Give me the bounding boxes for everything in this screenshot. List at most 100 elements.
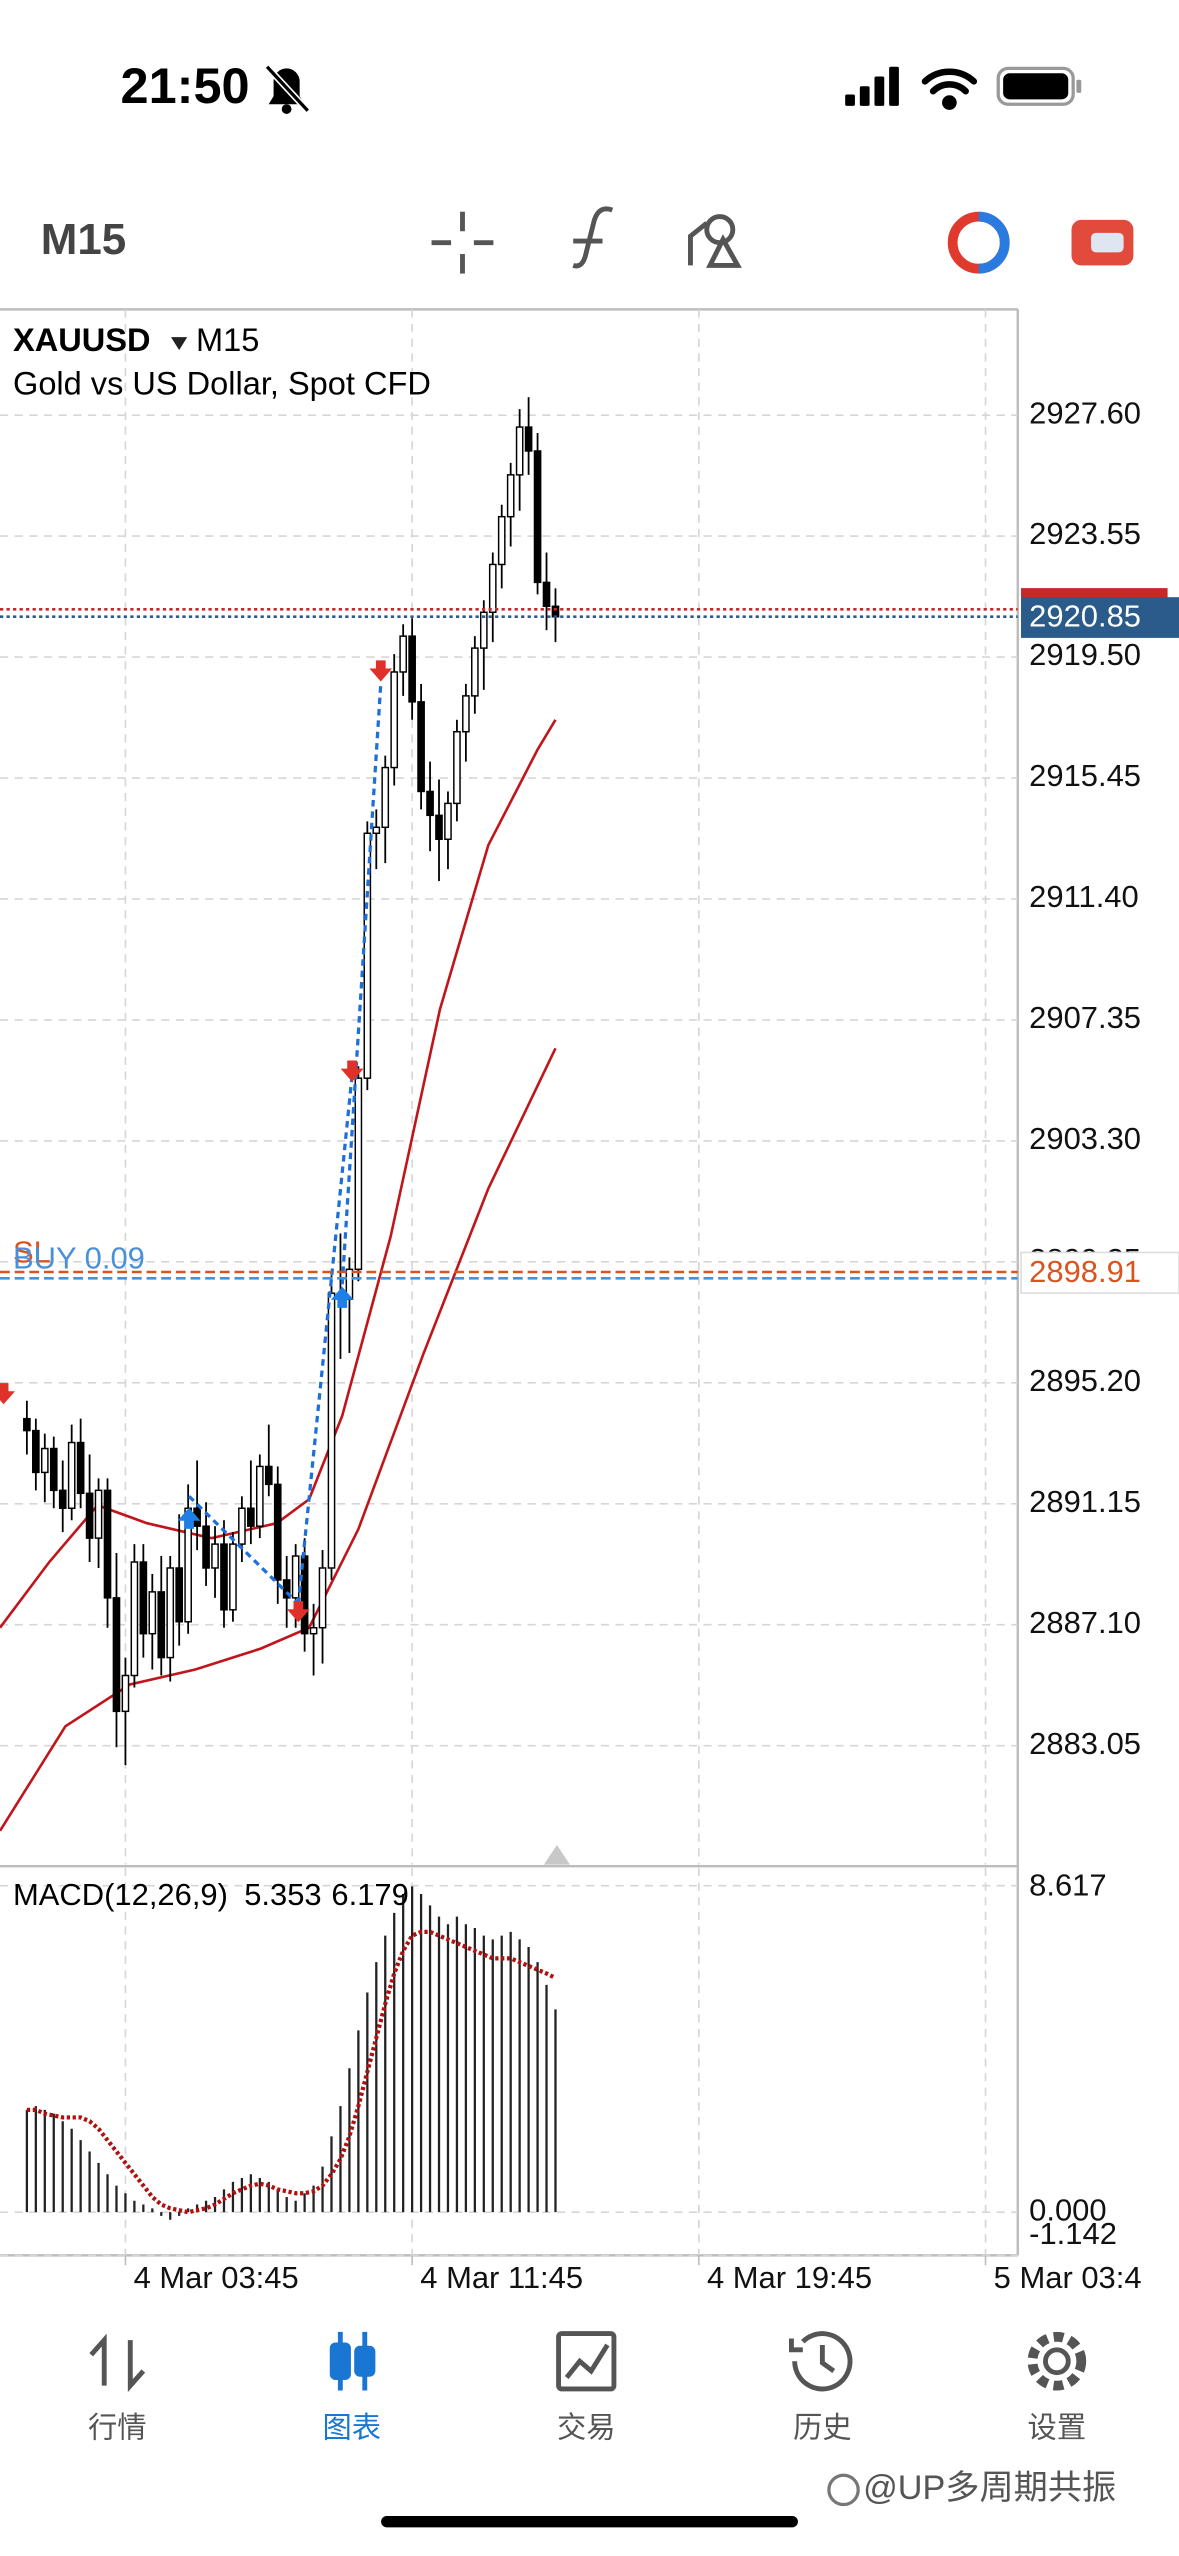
macd-header: MACD(12,26,9) 5.353 6.179 <box>13 1877 409 1912</box>
candle-body <box>58 1489 67 1509</box>
candle-body <box>542 581 551 608</box>
tab-bar: 行情 图表 交易 历史 设置 <box>88 2411 1086 2444</box>
watermark-text: @UP多周期共振 <box>863 2469 1116 2507</box>
trade-line <box>187 1495 300 1605</box>
y-tick-label: 0.000 <box>1029 2192 1106 2227</box>
candle-body <box>175 1567 184 1623</box>
indicators-button[interactable] <box>572 206 614 269</box>
trade-line <box>340 683 383 1285</box>
tab-label[interactable]: 历史 <box>793 2411 852 2444</box>
chart-header: XAUUSD M15 <box>13 322 259 358</box>
trade-marker <box>0 1383 15 1405</box>
candle-body <box>121 1674 130 1713</box>
trade-marker <box>369 660 393 682</box>
candle-body <box>309 1626 318 1635</box>
candle-body <box>264 1465 273 1486</box>
axes: 2927.60 2923.55 2919.50 2915.45 2911.40 2907.… <box>13 395 1179 2295</box>
trade-marker <box>177 1507 201 1529</box>
candle-body <box>67 1441 76 1509</box>
price-plot <box>0 397 1018 1832</box>
y-tick-label: 2919.50 <box>1029 637 1141 672</box>
candle-body <box>462 695 470 733</box>
candle-body <box>220 1543 228 1611</box>
candle-body <box>238 1507 246 1545</box>
candle-body <box>211 1543 219 1569</box>
price-label-box <box>1020 1251 1179 1294</box>
crosshair-button[interactable] <box>431 211 494 274</box>
y-tick-label: 2883.05 <box>1029 1726 1141 1761</box>
tab-label[interactable]: 设置 <box>1028 2411 1087 2444</box>
candle-body <box>166 1567 175 1659</box>
tab-icons <box>89 2331 1087 2393</box>
candle-body <box>354 1077 363 1271</box>
candle-body <box>94 1489 103 1539</box>
battery-icon <box>996 66 1082 106</box>
x-tick-label: 5 Mar 03:4 <box>994 2260 1142 2295</box>
candle-body <box>533 450 542 584</box>
y-tick-label: 2903.30 <box>1029 1121 1141 1156</box>
candle-body <box>76 1441 85 1495</box>
trade-marker <box>286 1601 310 1623</box>
mute-icon <box>264 64 311 114</box>
wifi-icon <box>921 68 978 110</box>
timeframe-button[interactable]: M15 <box>41 215 127 264</box>
y-tick-label: 2887.10 <box>1029 1605 1141 1640</box>
objects-button[interactable] <box>688 214 742 268</box>
candle-body <box>148 1591 157 1635</box>
header-timeframe: M15 <box>196 322 259 358</box>
y-tick-label: 2895.20 <box>1029 1363 1141 1398</box>
candle-body <box>551 605 560 618</box>
candle-body <box>488 563 497 613</box>
ask-tag <box>1021 588 1168 598</box>
chart-frame <box>0 308 1020 2257</box>
candle-body <box>273 1483 282 1581</box>
trade-marker <box>340 1060 364 1082</box>
price-label: 2898.91 <box>1029 1254 1141 1289</box>
candle-body <box>524 426 533 452</box>
home-indicator <box>381 2515 798 2528</box>
grid <box>0 309 1018 2257</box>
y-tick-label: 2907.35 <box>1029 1000 1141 1035</box>
price-label: 2920.85 <box>1029 599 1141 634</box>
candle-body <box>130 1561 139 1677</box>
symbol-dropdown[interactable] <box>170 337 188 351</box>
candle-body <box>506 474 515 518</box>
tab-label[interactable]: 行情 <box>88 2411 147 2444</box>
candle-body <box>453 730 461 805</box>
candle-body <box>318 1567 327 1629</box>
y-tick-label: 2911.40 <box>1029 879 1139 914</box>
y-tick-label: 8.617 <box>1029 1868 1106 1903</box>
candle-body <box>399 635 407 673</box>
price-label-box <box>1021 597 1179 638</box>
watermark: @UP多周期共振 <box>827 2469 1116 2507</box>
candle-body <box>417 701 425 793</box>
trade-button[interactable] <box>947 211 1010 274</box>
scroll-marker[interactable] <box>543 1845 570 1865</box>
tab-label[interactable]: 交易 <box>557 2411 616 2444</box>
candle-body <box>435 814 443 840</box>
x-tick-label: 4 Mar 19:45 <box>707 2260 872 2295</box>
candle-body <box>157 1591 166 1659</box>
x-tick-label: 4 Mar 03:45 <box>134 2260 299 2295</box>
level-text: SL <box>13 1234 51 1269</box>
macd-value: 5.353 <box>244 1877 321 1912</box>
candle-body <box>363 832 372 1079</box>
candle-body <box>426 790 434 817</box>
candle-body <box>112 1597 121 1713</box>
candle-body <box>85 1492 94 1539</box>
signal-line <box>26 1929 557 2215</box>
candle-body <box>23 1417 31 1432</box>
candle-body <box>497 515 506 566</box>
candle-body <box>444 802 452 840</box>
candle-body <box>327 1292 336 1569</box>
candle-body <box>381 766 390 829</box>
account-button[interactable] <box>1071 219 1134 266</box>
candle-body <box>139 1561 148 1635</box>
y-tick-label: 2923.55 <box>1029 516 1141 551</box>
candle-body <box>408 635 416 703</box>
tab-label[interactable]: 图表 <box>322 2411 381 2444</box>
signal-value: 6.179 <box>331 1877 408 1912</box>
candle-body <box>229 1543 237 1611</box>
